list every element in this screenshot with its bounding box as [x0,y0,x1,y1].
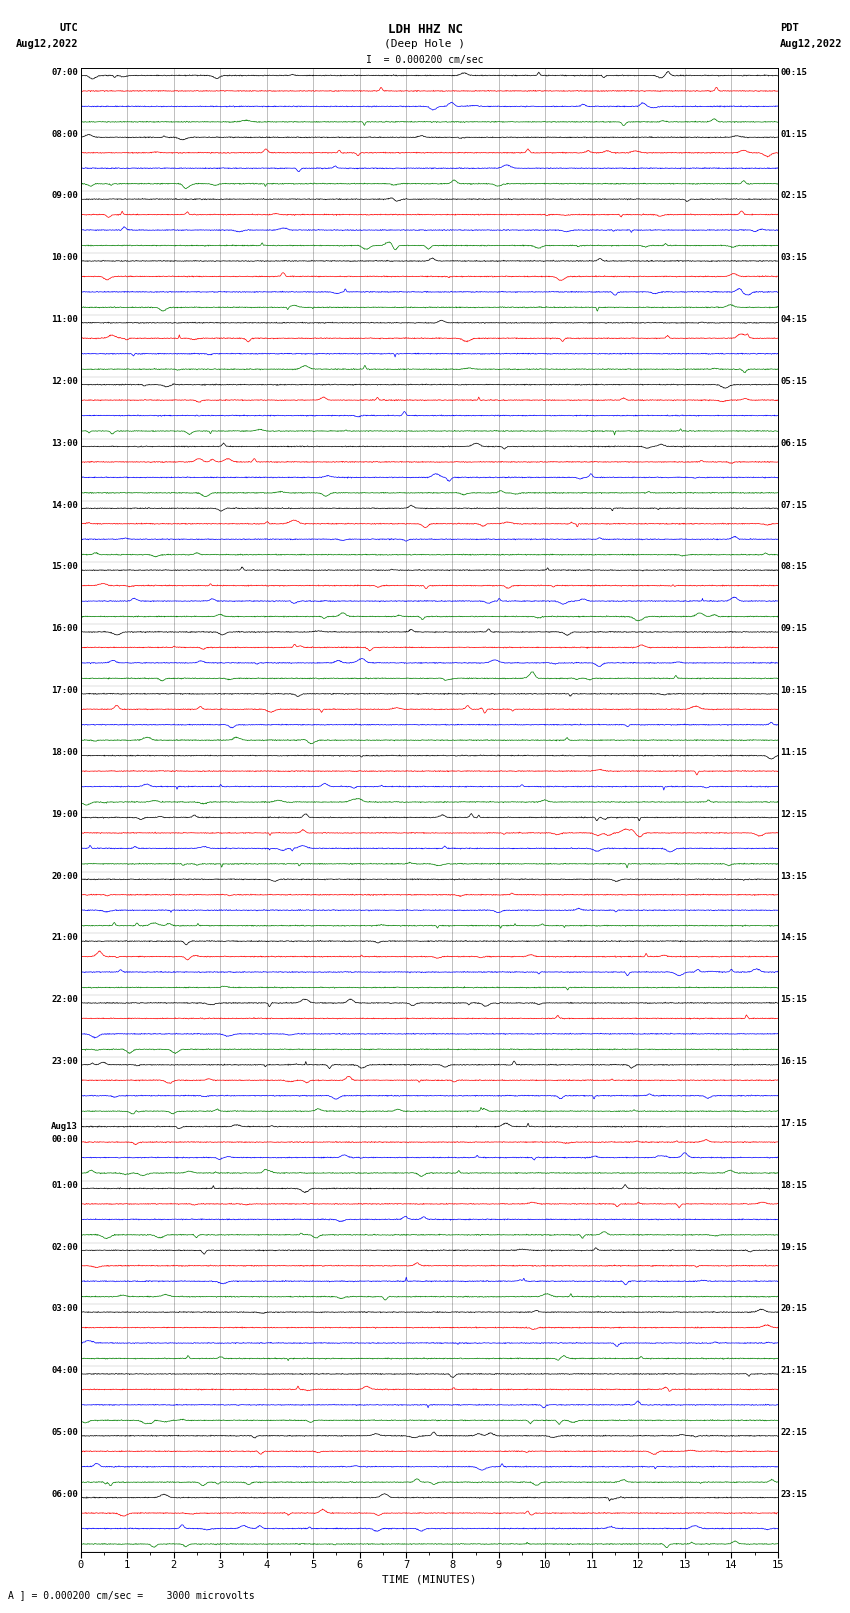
Text: 13:00: 13:00 [51,439,78,448]
Text: 07:00: 07:00 [51,68,78,77]
Text: 03:15: 03:15 [780,253,808,263]
Text: 17:15: 17:15 [780,1119,808,1127]
Text: 05:15: 05:15 [780,377,808,386]
Text: 02:00: 02:00 [51,1242,78,1252]
Text: LDH HHZ NC: LDH HHZ NC [388,23,462,35]
Text: Aug12,2022: Aug12,2022 [780,39,843,48]
Text: 15:00: 15:00 [51,563,78,571]
Text: 18:00: 18:00 [51,748,78,756]
Text: 20:15: 20:15 [780,1305,808,1313]
Text: 03:00: 03:00 [51,1305,78,1313]
Text: 08:00: 08:00 [51,129,78,139]
Text: Aug12,2022: Aug12,2022 [15,39,78,48]
Text: 16:15: 16:15 [780,1057,808,1066]
Text: 21:15: 21:15 [780,1366,808,1376]
Text: 23:00: 23:00 [51,1057,78,1066]
Text: 06:00: 06:00 [51,1490,78,1498]
Text: 10:00: 10:00 [51,253,78,263]
Text: 20:00: 20:00 [51,871,78,881]
Text: 00:15: 00:15 [780,68,808,77]
Text: 05:00: 05:00 [51,1428,78,1437]
X-axis label: TIME (MINUTES): TIME (MINUTES) [382,1574,477,1584]
Text: 04:00: 04:00 [51,1366,78,1376]
Text: UTC: UTC [60,23,78,32]
Text: I  = 0.000200 cm/sec: I = 0.000200 cm/sec [366,55,484,65]
Text: PDT: PDT [780,23,799,32]
Text: 12:00: 12:00 [51,377,78,386]
Text: 17:00: 17:00 [51,686,78,695]
Text: 12:15: 12:15 [780,810,808,819]
Text: 14:15: 14:15 [780,934,808,942]
Text: (Deep Hole ): (Deep Hole ) [384,39,466,48]
Text: 16:00: 16:00 [51,624,78,634]
Text: 15:15: 15:15 [780,995,808,1005]
Text: 07:15: 07:15 [780,500,808,510]
Text: 14:00: 14:00 [51,500,78,510]
Text: 00:00: 00:00 [51,1136,78,1144]
Text: 01:15: 01:15 [780,129,808,139]
Text: 06:15: 06:15 [780,439,808,448]
Text: 19:15: 19:15 [780,1242,808,1252]
Text: 19:00: 19:00 [51,810,78,819]
Text: 11:15: 11:15 [780,748,808,756]
Text: 11:00: 11:00 [51,315,78,324]
Text: 22:00: 22:00 [51,995,78,1005]
Text: 13:15: 13:15 [780,871,808,881]
Text: Aug13: Aug13 [51,1123,78,1131]
Text: 21:00: 21:00 [51,934,78,942]
Text: 04:15: 04:15 [780,315,808,324]
Text: 18:15: 18:15 [780,1181,808,1190]
Text: A ] = 0.000200 cm/sec =    3000 microvolts: A ] = 0.000200 cm/sec = 3000 microvolts [8,1590,255,1600]
Text: 08:15: 08:15 [780,563,808,571]
Text: 09:15: 09:15 [780,624,808,634]
Text: 09:00: 09:00 [51,192,78,200]
Text: 10:15: 10:15 [780,686,808,695]
Text: 23:15: 23:15 [780,1490,808,1498]
Text: 01:00: 01:00 [51,1181,78,1190]
Text: 22:15: 22:15 [780,1428,808,1437]
Text: 02:15: 02:15 [780,192,808,200]
